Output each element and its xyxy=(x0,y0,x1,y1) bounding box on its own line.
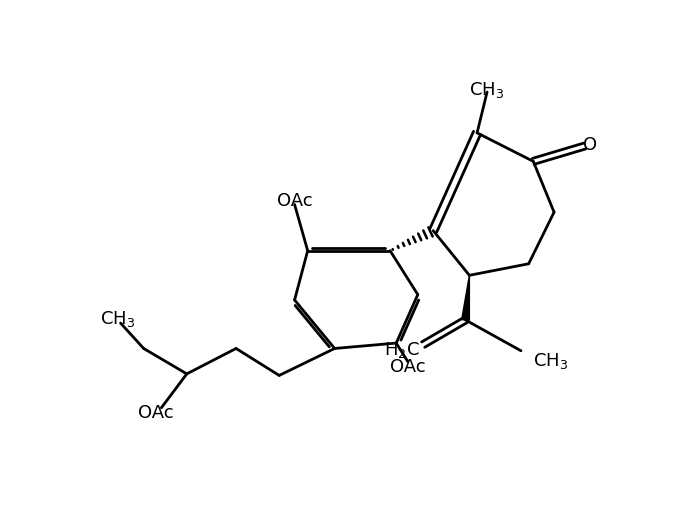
Text: CH$_3$: CH$_3$ xyxy=(100,308,135,328)
Text: OAc: OAc xyxy=(277,191,312,210)
Polygon shape xyxy=(462,276,469,321)
Text: OAc: OAc xyxy=(138,403,174,422)
Text: CH$_3$: CH$_3$ xyxy=(469,80,504,100)
Text: CH$_3$: CH$_3$ xyxy=(534,350,569,370)
Text: O: O xyxy=(583,136,597,154)
Text: OAc: OAc xyxy=(390,358,426,375)
Text: H$_2$C: H$_2$C xyxy=(383,339,419,360)
